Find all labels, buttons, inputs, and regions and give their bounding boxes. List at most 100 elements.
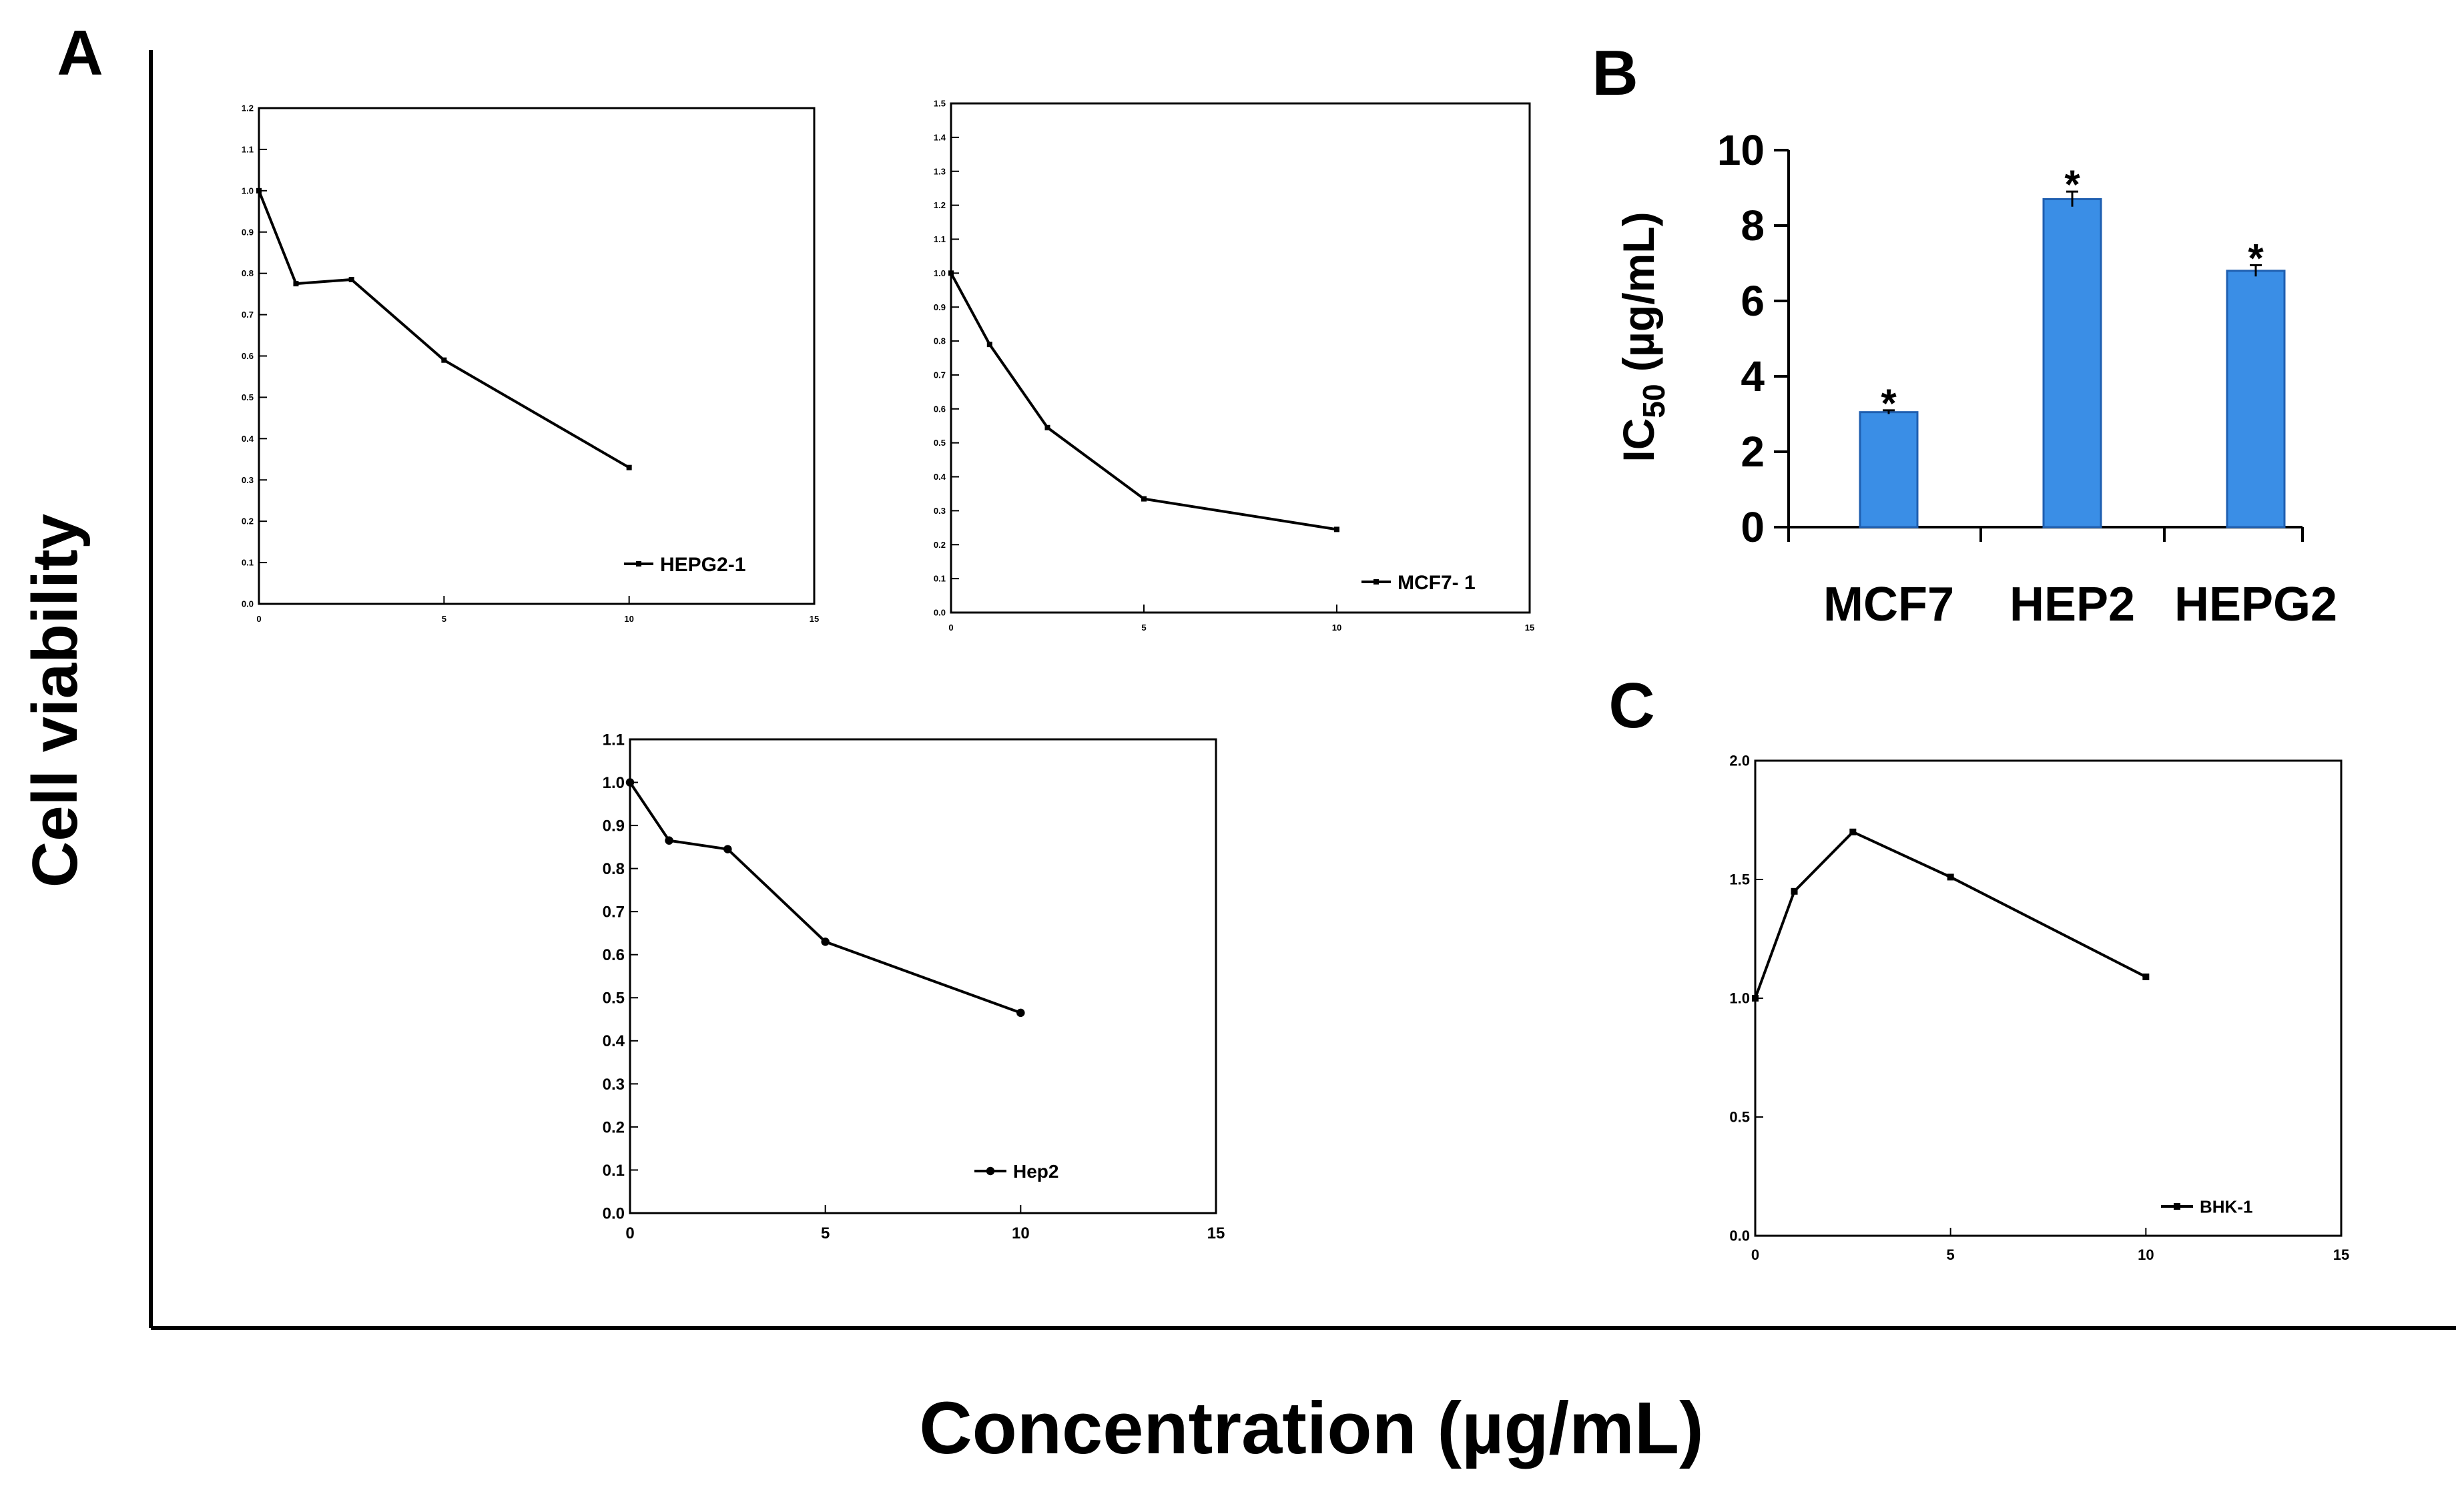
bhk-ytick-label: 2.0	[1729, 753, 1750, 769]
ic50-category-label: HEP2	[2010, 578, 2135, 631]
hep2-data-point	[821, 938, 830, 946]
hepg2-legend-marker	[636, 561, 641, 567]
hep2-legend-label: Hep2	[1013, 1161, 1058, 1182]
ic50-ytick-label: 2	[1741, 428, 1765, 476]
hep2-data-point	[1016, 1008, 1025, 1018]
hepg2-data-point	[256, 188, 262, 194]
hep2-ytick-label: 0.4	[603, 1032, 625, 1050]
mcf7-ytick-label: 1.4	[934, 132, 946, 142]
hep2-ytick-label: 0.0	[603, 1204, 625, 1222]
hepg2-ytick-label: 1.2	[242, 103, 254, 113]
ic50-ytick-label: 0	[1741, 503, 1765, 551]
panel-label-a: A	[57, 17, 103, 89]
ic50-ytick-label: 10	[1717, 126, 1765, 174]
mcf7-xtick-label: 5	[1141, 623, 1146, 633]
hepg2-ytick-label: 0.4	[242, 434, 254, 444]
mcf7-data-point	[1044, 424, 1050, 430]
mcf7-ytick-label: 1.2	[934, 200, 946, 210]
hepg2-ytick-label: 1.0	[242, 185, 254, 196]
bhk-ytick-label: 1.5	[1729, 871, 1750, 888]
mcf7-ytick-label: 1.5	[934, 99, 946, 109]
hepg2-xtick-label: 10	[624, 614, 633, 624]
panel-label-b: B	[1592, 37, 1638, 109]
hepg2-data-point	[441, 357, 447, 363]
hep2-data-point	[723, 845, 732, 853]
hepg2-ytick-label: 0.6	[242, 351, 254, 361]
ic50-ylabel-unit: (µg/mL)	[1614, 212, 1663, 384]
hep2-ytick-label: 0.1	[603, 1162, 625, 1180]
ic50-ylabel-subscript: 50	[1636, 384, 1671, 418]
mcf7-ytick-label: 0.1	[934, 574, 946, 584]
hepg2-ytick-label: 0.3	[242, 475, 254, 485]
hepg2-ytick-label: 0.8	[242, 268, 254, 278]
mcf7-data-point	[1334, 526, 1339, 532]
mcf7-ytick-label: 0.4	[934, 472, 946, 482]
ic50-category-label: HEPG2	[2174, 578, 2337, 631]
bhk-xtick-label: 0	[1751, 1246, 1759, 1263]
hep2-xtick-label: 0	[625, 1224, 634, 1242]
hepg2-data-point	[348, 276, 354, 282]
mcf7-xtick-label: 15	[1525, 623, 1534, 633]
hep2-ytick-label: 0.6	[603, 946, 625, 964]
bhk-data-point	[1849, 828, 1857, 835]
hep2-xtick-label: 10	[1012, 1224, 1030, 1242]
mcf7-series-line	[950, 272, 1337, 531]
ic50-bar	[2042, 198, 2102, 528]
hepg2-xtick-label: 5	[442, 614, 446, 624]
hep2-legend-marker	[986, 1166, 995, 1176]
hepg2-data-point	[626, 464, 632, 470]
panel-label-c: C	[1608, 670, 1654, 741]
ic50-ytick-label: 4	[1741, 352, 1765, 400]
mcf7-ytick-label: 1.1	[934, 234, 946, 244]
bhk-xtick-label: 15	[2333, 1246, 2349, 1263]
ic50-ytick-label: 6	[1741, 277, 1765, 325]
mcf7-xtick-label: 0	[948, 623, 953, 633]
bhk-legend-marker	[2174, 1203, 2180, 1210]
hep2-ytick-label: 0.8	[603, 860, 625, 878]
mcf7-legend-label: MCF7- 1	[1398, 572, 1476, 594]
hepg2-series-line	[258, 190, 630, 469]
mcf7-data-point	[948, 270, 954, 276]
mcf7-ytick-label: 1.3	[934, 166, 946, 176]
mcf7-ytick-label: 0.8	[934, 336, 946, 346]
hepg2-ytick-label: 0.9	[242, 227, 254, 237]
hepg2-xtick-label: 15	[810, 614, 819, 624]
mcf7-xtick-label: 10	[1332, 623, 1341, 633]
chart-bhk: 0.0 0.5 1.0 1.5 2.0 0 5 10 15 BHK-1	[1729, 753, 2349, 1263]
hep2-plot-frame	[629, 738, 1217, 1214]
hepg2-legend-label: HEPG2-1	[660, 554, 745, 576]
hepg2-ytick-label: 0.0	[242, 599, 254, 609]
ic50-ylabel: IC50 (µg/mL)	[1614, 212, 1671, 462]
hep2-ytick-label: 0.2	[603, 1118, 625, 1136]
mcf7-plot-frame	[950, 102, 1531, 614]
mcf7-ytick-label: 0.2	[934, 540, 946, 550]
mcf7-data-point	[986, 342, 992, 348]
ic50-significance-star: *	[2064, 162, 2080, 207]
bhk-data-point	[1791, 887, 1798, 895]
chart-hepg2: 0.0 0.1 0.2 0.3 0.4 0.5 0.6 0.7 0.8 0.9 1.0 1.1 1.2 0…	[242, 103, 819, 624]
mcf7-ytick-label: 0.7	[934, 370, 946, 380]
mcf7-ytick-label: 0.6	[934, 404, 946, 414]
mcf7-ytick-label: 0.5	[934, 438, 946, 448]
hepg2-ytick-label: 0.5	[242, 392, 254, 402]
bhk-xtick-label: 5	[1947, 1246, 1955, 1263]
hep2-data-point	[625, 778, 635, 787]
hep2-ytick-label: 0.3	[603, 1076, 625, 1094]
ic50-significance-star: *	[2248, 236, 2264, 280]
bhk-series-line	[1754, 830, 2147, 999]
bhk-xtick-label: 10	[2138, 1246, 2154, 1263]
chart-hep2: 0.0 0.1 0.2 0.3 0.4 0.5 0.6 0.7 0.8 0.9 1.0 1.1 0 5 10…	[603, 731, 1225, 1242]
hepg2-ytick-label: 0.1	[242, 558, 254, 568]
ic50-bar	[1859, 411, 1919, 528]
hep2-series-line	[629, 781, 1022, 1014]
hep2-xtick-label: 5	[821, 1224, 830, 1242]
bhk-legend-label: BHK-1	[2200, 1196, 2252, 1216]
bhk-data-point	[2142, 973, 2150, 980]
bhk-ytick-label: 0.5	[1729, 1109, 1750, 1126]
chart-mcf7: 0.0 0.1 0.2 0.3 0.4 0.5 0.6 0.7 0.8 0.9 1.0 1.1 1.2 1…	[934, 99, 1534, 633]
figure-ylabel: Cell viability	[19, 514, 91, 887]
mcf7-legend-marker	[1373, 579, 1379, 585]
bhk-data-point	[1752, 995, 1759, 1002]
hep2-ytick-label: 0.7	[603, 903, 625, 921]
hepg2-ytick-label: 1.1	[242, 144, 254, 154]
